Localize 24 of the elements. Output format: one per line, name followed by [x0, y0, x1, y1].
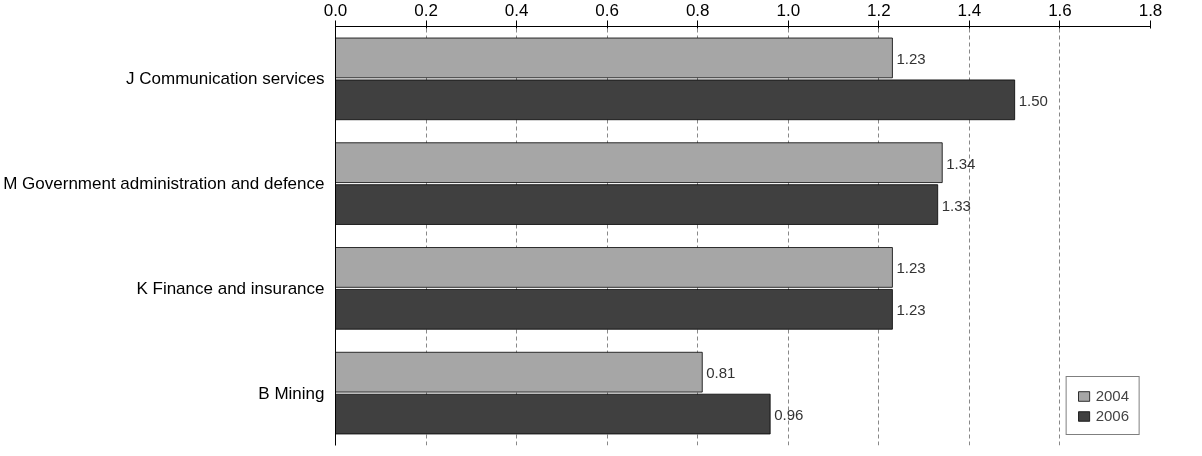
data-label: 1.23 [896, 301, 926, 319]
legend-label: 2006 [1095, 407, 1129, 424]
y-tick-label: J Communication services [126, 69, 325, 89]
x-tick-label: 1.6 [1048, 0, 1072, 20]
x-tick-label: 0.2 [414, 0, 438, 20]
data-label: 1.23 [896, 49, 926, 67]
x-tick-label: 0.8 [685, 0, 710, 20]
data-label: 1.50 [1018, 91, 1048, 109]
y-tick-label: K Finance and insurance [136, 278, 325, 298]
data-label: 1.34 [946, 154, 976, 172]
y-tick-label: B Mining [258, 383, 325, 403]
x-tick-label: 0.6 [595, 0, 619, 20]
x-tick-label: 1.4 [957, 0, 982, 20]
data-label: 1.23 [896, 259, 926, 277]
data-label: 0.81 [706, 364, 736, 382]
x-tick-label: 0.4 [504, 0, 529, 20]
x-tick-label: 1.8 [1138, 0, 1163, 20]
y-tick-label: M Government administration and defence [3, 174, 325, 194]
data-label: 1.33 [941, 196, 971, 214]
legend-label: 2004 [1095, 387, 1129, 404]
data-label: 0.96 [774, 406, 804, 424]
x-tick-label: 1.0 [776, 0, 801, 20]
x-tick-label: 0.0 [323, 0, 348, 20]
x-tick-label: 1.2 [867, 0, 891, 20]
